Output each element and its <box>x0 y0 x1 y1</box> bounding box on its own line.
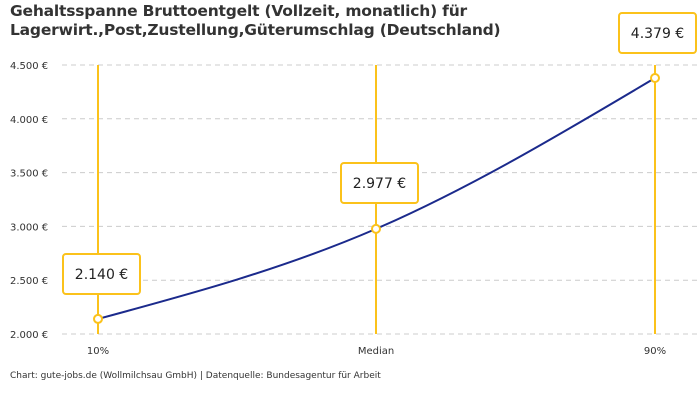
data-point <box>93 313 103 324</box>
x-tick-label: 10% <box>87 346 109 357</box>
data-label: 2.977 € <box>353 176 406 192</box>
x-tick-label: 90% <box>644 346 666 357</box>
y-tick-label: 3.000 € <box>10 222 48 233</box>
data-label: 4.379 € <box>631 26 684 42</box>
data-label-box <box>618 12 697 54</box>
x-tick-label: Median <box>358 346 394 357</box>
y-tick-label: 4.000 € <box>10 115 48 126</box>
title-line-2: Lagerwirt.,Post,Zustellung,Güterumschlag… <box>10 21 501 39</box>
data-label: 2.140 € <box>75 267 128 283</box>
data-point <box>371 223 381 234</box>
y-tick-label: 4.500 € <box>10 61 48 72</box>
chart-title: Gehaltsspanne Bruttoentgelt (Vollzeit, m… <box>10 2 501 40</box>
y-tick-label: 2.000 € <box>10 330 48 341</box>
data-label-box <box>62 253 141 295</box>
data-point <box>650 73 660 84</box>
data-label-box <box>340 162 419 204</box>
title-line-1: Gehaltsspanne Bruttoentgelt (Vollzeit, m… <box>10 2 467 20</box>
y-tick-label: 2.500 € <box>10 276 48 287</box>
y-tick-label: 3.500 € <box>10 169 48 180</box>
chart-footer: Chart: gute-jobs.de (Wollmilchsau GmbH) … <box>10 371 381 381</box>
